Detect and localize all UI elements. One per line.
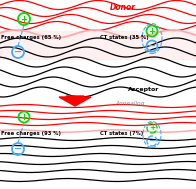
Text: CT states (7%): CT states (7%) xyxy=(100,132,143,136)
Text: +: + xyxy=(149,26,155,36)
Text: Free charges (93 %): Free charges (93 %) xyxy=(1,132,61,136)
Text: −: − xyxy=(14,47,22,57)
Text: +: + xyxy=(149,123,155,132)
Text: −: − xyxy=(148,41,156,51)
FancyArrow shape xyxy=(59,96,91,106)
Text: Free charges (65 %): Free charges (65 %) xyxy=(1,35,61,40)
Bar xyxy=(0,31,196,59)
Text: +: + xyxy=(21,112,27,122)
Text: +: + xyxy=(21,15,27,23)
Text: Acceptor: Acceptor xyxy=(128,87,159,91)
Text: −: − xyxy=(149,136,155,146)
Text: Annealing: Annealing xyxy=(115,101,144,106)
Text: −: − xyxy=(14,144,22,154)
Text: CT states (35 %): CT states (35 %) xyxy=(100,35,149,40)
Text: Donor: Donor xyxy=(110,2,136,12)
